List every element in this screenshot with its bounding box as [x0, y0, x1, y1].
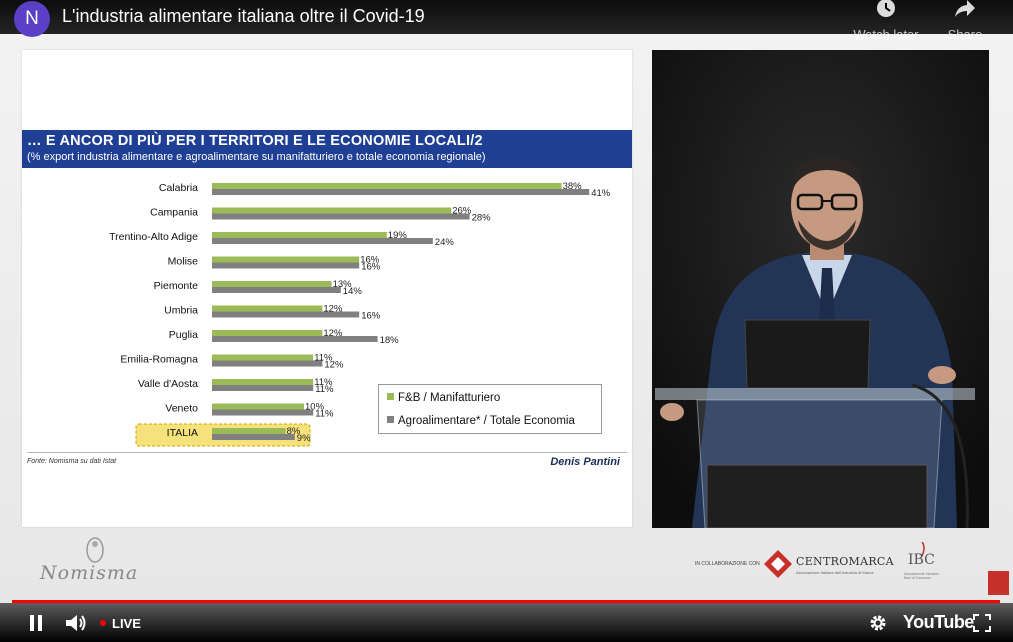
bar-agro	[212, 385, 314, 391]
bar-agro	[212, 262, 360, 269]
data-label-fb: 19%	[388, 230, 408, 241]
legend-item-fb: F&B / Manifatturiero	[387, 392, 500, 404]
share-button[interactable]: Share	[929, 0, 1001, 42]
data-label-agro: 28%	[472, 213, 492, 224]
data-label-agro: 16%	[361, 311, 381, 322]
data-label-agro: 9%	[297, 433, 311, 444]
collab-label: IN COLLABORAZIONE CON	[695, 561, 760, 567]
pause-icon[interactable]	[28, 614, 44, 632]
bar-agro	[212, 336, 378, 342]
legend-swatch-icon	[387, 416, 394, 423]
bar-fb	[212, 305, 323, 312]
nomisma-logo: Nomisma	[36, 534, 137, 586]
slide-title: … E ANCOR DI PIÙ PER I TERRITORI E LE EC…	[27, 133, 483, 149]
bar-chart: Calabria 38% 41% Campania 26%28% Trentino-Alt…	[109, 181, 611, 447]
presentation-slide: … E ANCOR DI PIÙ PER I TERRITORI E LE EC…	[22, 50, 632, 527]
bar-agro	[212, 360, 323, 367]
bar-fb	[212, 379, 314, 385]
bar-agro	[212, 434, 295, 440]
category-label: Molise	[168, 256, 199, 268]
data-label-fb: 26%	[452, 206, 472, 217]
bar-fb	[212, 330, 323, 336]
watch-later-button[interactable]: Watch later	[850, 0, 922, 42]
data-label-fb: 11%	[314, 353, 333, 364]
bar-agro	[212, 213, 470, 220]
data-label-fb: 12%	[323, 328, 343, 339]
data-label-fb: 16%	[360, 255, 380, 266]
data-label-agro: 18%	[380, 335, 400, 346]
data-label-agro: 24%	[435, 237, 455, 248]
category-label: Valle d'Aosta	[138, 378, 198, 390]
data-label-agro: 16%	[361, 262, 381, 273]
data-label-agro: 11%	[315, 409, 334, 420]
category-label: Calabria	[159, 182, 198, 194]
data-label-agro: 14%	[343, 286, 363, 297]
volume-icon[interactable]	[64, 613, 88, 633]
youtube-logo[interactable]: YouTube	[903, 612, 974, 632]
category-label: Piemonte	[154, 280, 199, 292]
data-label-agro: 41%	[591, 188, 611, 199]
centromarca-diamond-icon	[764, 550, 792, 578]
data-label-agro: 12%	[324, 360, 344, 371]
category-label: Trentino-Alto Adige	[109, 231, 198, 243]
data-label-fb: 12%	[323, 304, 343, 315]
seal-icon	[86, 537, 104, 563]
category-label: Campania	[150, 207, 198, 219]
slide-subtitle: (% export industria alimentare e agroali…	[27, 151, 486, 163]
slide-divider	[27, 452, 627, 453]
bar-fb	[212, 207, 452, 214]
bar-fb	[212, 281, 332, 287]
share-arrow-icon	[955, 0, 975, 17]
bar-fb	[212, 403, 304, 410]
chart-legend: F&B / Manifatturiero Agroalimentare* / T…	[378, 384, 602, 434]
category-label: Emilia-Romagna	[120, 354, 198, 366]
progress-bar[interactable]	[12, 600, 1000, 603]
fullscreen-icon[interactable]	[973, 614, 991, 632]
legend-item-agro: Agroalimentare* / Totale Economia	[387, 415, 575, 427]
bar-fb	[212, 428, 286, 434]
category-label: ITALIA	[167, 427, 198, 439]
clock-icon	[877, 0, 895, 17]
bar-fb	[212, 183, 562, 189]
source-note: Fonte: Nomisma su dati Istat	[27, 458, 117, 465]
slide-header: … E ANCOR DI PIÙ PER I TERRITORI E LE EC…	[22, 130, 632, 168]
bar-agro	[212, 189, 590, 195]
data-label-fb: 13%	[333, 279, 353, 290]
ibc-mark-icon	[921, 542, 925, 556]
bar-agro	[212, 238, 433, 244]
bar-agro	[212, 409, 314, 416]
bar-fb	[212, 256, 360, 263]
live-dot-icon	[100, 620, 106, 626]
category-label: Veneto	[165, 403, 198, 415]
speaker-video	[652, 50, 989, 528]
author-name: Denis Pantini	[550, 456, 620, 468]
centromarca-logo: CENTROMARCA Associazione Italiana dell'I…	[762, 546, 894, 582]
settings-gear-icon[interactable]	[869, 614, 887, 632]
category-label: Umbria	[164, 305, 198, 317]
ibc-logo: IBC Associazione Industrie Beni di Consu…	[900, 542, 940, 586]
red-corner-mark	[988, 571, 1009, 595]
data-label-fb: 38%	[563, 181, 583, 192]
legend-swatch-icon	[387, 393, 394, 400]
category-label: Puglia	[169, 329, 198, 341]
channel-avatar[interactable]: N	[14, 1, 50, 37]
bar-fb	[212, 232, 387, 238]
player-top-bar: N L'industria alimentare italiana oltre …	[0, 0, 1013, 42]
bar-agro	[212, 287, 341, 293]
bar-agro	[212, 311, 360, 318]
data-label-fb: 8%	[287, 426, 301, 437]
data-label-agro: 11%	[315, 384, 334, 395]
bar-fb	[212, 354, 314, 361]
data-label-fb: 10%	[305, 402, 325, 413]
live-badge[interactable]: LIVE	[100, 616, 141, 631]
player-controls: LIVE YouTube	[0, 603, 1013, 642]
speaker-image	[652, 50, 989, 528]
video-title[interactable]: L'industria alimentare italiana oltre il…	[62, 6, 425, 26]
data-label-fb: 11%	[314, 377, 333, 388]
